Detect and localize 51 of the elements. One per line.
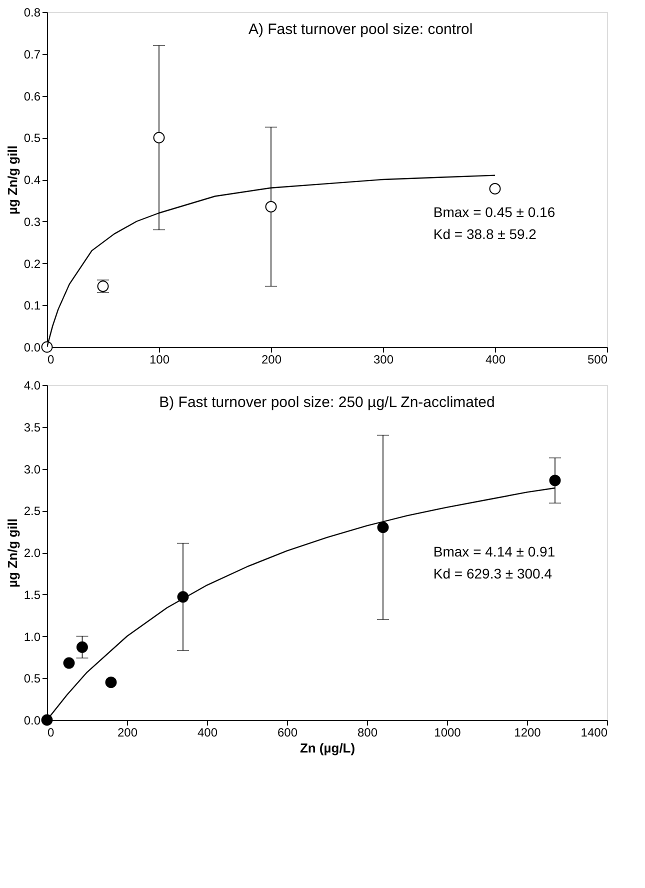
x-axis-title: Zn (µg/L) — [300, 740, 356, 756]
point — [105, 676, 117, 688]
annotation: Kd = 38.8 ± 59.2 — [433, 226, 537, 242]
y-tick-label: 0.4 — [24, 173, 41, 187]
text: B) Fast turnover pool size: 250 µg/L Zn-acclimated — [159, 394, 495, 411]
point — [377, 522, 389, 534]
text: A) Fast turnover pool size: control — [248, 21, 473, 38]
point — [41, 714, 53, 726]
x-tick-label: 1400 — [580, 726, 608, 740]
annotation: Kd = 629.3 ± 300.4 — [433, 566, 552, 582]
y-tick-label: 0.8 — [24, 6, 41, 20]
point — [549, 474, 561, 486]
x-tick-label: 400 — [485, 352, 506, 366]
y-tick-label: 4.0 — [24, 378, 41, 392]
x-tick-label: 0 — [48, 352, 54, 366]
point — [265, 200, 277, 212]
y-tick-label: 0.0 — [24, 340, 41, 354]
x-tick-label: 200 — [117, 726, 138, 740]
y-tick-label: 0.6 — [24, 89, 41, 104]
y-tick-label: 0.5 — [24, 131, 41, 146]
annotation: Bmax = 4.14 ± 0.91 — [433, 544, 556, 560]
x-tick-label: 800 — [357, 726, 378, 740]
y-tick-label: 0.3 — [24, 214, 41, 229]
x-tick-label: 200 — [261, 352, 282, 366]
y-tick-label: 3.5 — [24, 420, 41, 434]
y-tick-label: 2.5 — [24, 504, 41, 518]
y-tick-label: 0.5 — [24, 672, 41, 686]
y-tick-label: 0.1 — [24, 298, 41, 313]
y-tick-label: 3.0 — [24, 462, 41, 476]
y-tick-label: 1.0 — [24, 630, 41, 644]
point — [41, 341, 53, 353]
point — [489, 182, 501, 194]
y-tick-label: 0.2 — [24, 256, 41, 271]
x-tick-label: 0 — [48, 726, 54, 740]
x-tick-label: 600 — [277, 726, 298, 740]
point — [63, 657, 75, 669]
x-tick-label: 100 — [149, 352, 170, 366]
point — [153, 132, 165, 144]
y-tick-label: 0.7 — [24, 47, 41, 62]
x-tick-label: 1200 — [514, 726, 542, 740]
point — [76, 641, 88, 653]
y-axis-title: µg Zn/g gill — [4, 146, 20, 214]
y-tick-label: 0.0 — [24, 714, 41, 728]
y-axis-title: µg Zn/g gill — [4, 518, 20, 588]
x-tick-label: 500 — [587, 352, 608, 366]
x-tick-label: 400 — [197, 726, 218, 740]
annotation: Bmax = 0.45 ± 0.16 — [433, 204, 556, 220]
x-tick-label: 300 — [373, 352, 394, 366]
x-tick-label: 1000 — [434, 726, 462, 740]
y-tick-label: 1.5 — [24, 588, 41, 602]
y-tick-label: 2.0 — [24, 546, 41, 560]
